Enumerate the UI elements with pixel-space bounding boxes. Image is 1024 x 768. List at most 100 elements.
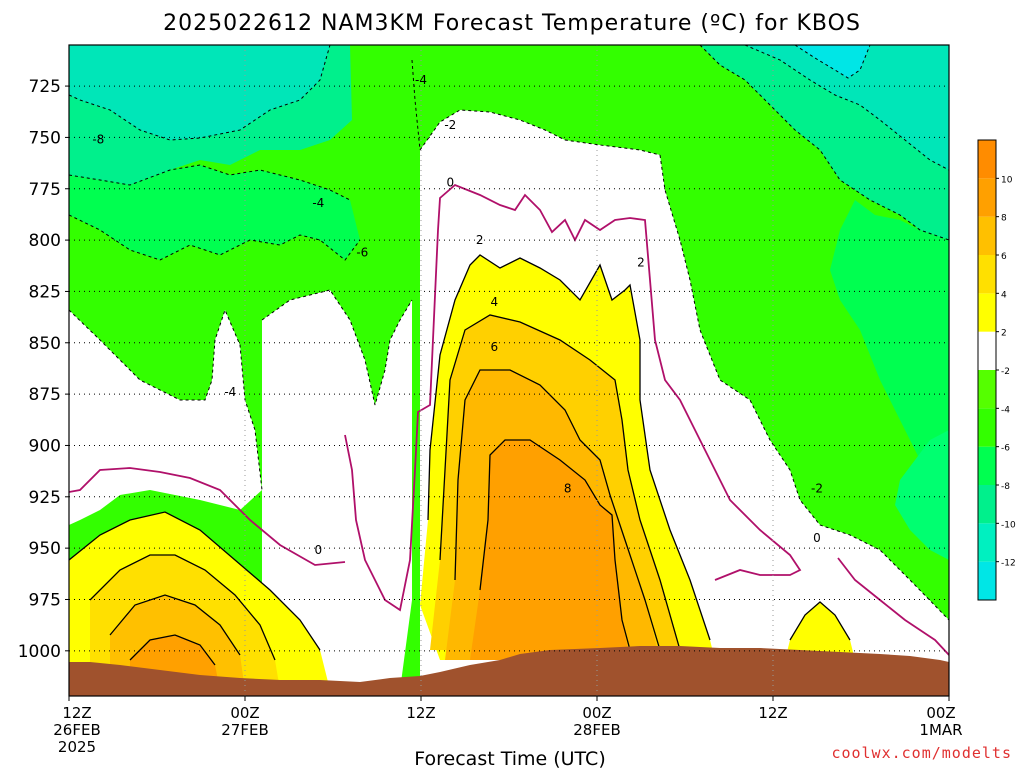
contour-label: 0 (315, 543, 323, 557)
band-above-8-center (470, 440, 630, 660)
colorbar-swatch (978, 523, 996, 562)
contour-8-center (479, 439, 631, 651)
contour-minus4-center (411, 59, 421, 151)
contour-label: -2 (811, 482, 823, 496)
x-tick-label: 12Z (758, 704, 787, 722)
contour-minus2-left (69, 308, 263, 491)
x-tick-label: 2025 (58, 738, 96, 756)
colorbar-tick-label: -2 (1001, 367, 1010, 377)
y-tick-label: 800 (29, 231, 61, 251)
y-tick-label: 775 (29, 180, 61, 200)
zero-contour-mid (344, 183, 802, 612)
x-tick-label: 26FEB (53, 721, 100, 739)
contour-label: -4 (224, 385, 236, 399)
x-tick-label: 28FEB (573, 721, 620, 739)
chart-title: 2025022612 NAM3KM Forecast Temperature (… (163, 11, 861, 36)
contour-8-left (129, 634, 216, 666)
y-tick-label: 750 (29, 128, 61, 148)
band-minus10-left (69, 45, 330, 140)
x-tick-label: 1MAR (919, 721, 962, 739)
positive-contour-lines (69, 254, 851, 666)
x-tick-label: 00Z (230, 704, 259, 722)
contour-labels: -8 -4 -2 -4 -6 -4 0 2 2 4 6 8 0 -2 0 (92, 73, 823, 557)
colorbar-tick-label: 2 (1001, 329, 1007, 339)
colorbar: -12 -10 -8 -6 -4 -2 2 4 6 8 10 (977, 139, 1016, 601)
colorbar-swatch (978, 370, 996, 409)
contour-label: -6 (356, 245, 368, 259)
contour-label: -2 (444, 118, 456, 132)
colorbar-tick-label: 10 (1001, 175, 1013, 185)
colorbar-swatch (978, 178, 996, 217)
x-tick-label: 12Z (62, 704, 91, 722)
colorbar-tick-label: -8 (1001, 482, 1010, 492)
contour-label: 2 (476, 233, 484, 247)
band-minus6-right (830, 200, 949, 500)
contour-minus8-right (794, 45, 871, 79)
colorbar-tick-label: 8 (1001, 214, 1007, 224)
x-tick-label: 00Z (582, 704, 611, 722)
contour-label: 6 (491, 340, 499, 354)
colorbar-swatch (978, 331, 996, 370)
band-above-minus2-left (69, 310, 262, 525)
negative-contour-lines (69, 45, 949, 621)
terrain (69, 646, 949, 696)
y-tick-label: 1000 (18, 642, 61, 662)
band-minus12-right (795, 45, 870, 78)
colorbar-swatch (978, 408, 996, 447)
grid (69, 45, 949, 696)
zero-contour-left (69, 467, 346, 566)
contour-label: 2 (637, 256, 645, 270)
colorbar-tick-label: -4 (1001, 405, 1010, 415)
x-tick-label: 12Z (406, 704, 435, 722)
contour-label: -4 (415, 73, 427, 87)
contour-minus2-mid (261, 289, 413, 406)
contour-minus8-left (69, 45, 331, 141)
contour-label: -8 (92, 133, 104, 147)
colorbar-swatch (978, 485, 996, 524)
contour-label: 8 (564, 482, 572, 496)
colorbar-swatch (978, 293, 996, 332)
zero-contour-lines (69, 183, 949, 656)
band-above-2-right (785, 602, 855, 660)
contour-2-right (789, 601, 851, 641)
colorbar-tick-label: 6 (1001, 252, 1007, 262)
y-tick-label: 825 (29, 282, 61, 302)
contour-label: -4 (312, 196, 324, 210)
contour-label: 4 (491, 295, 499, 309)
y-tick-label: 950 (29, 539, 61, 559)
x-tick-label: 00Z (926, 704, 955, 722)
y-tick-label: 925 (29, 488, 61, 508)
y-tick-label: 975 (29, 590, 61, 610)
contour-6-left (109, 594, 241, 656)
contour-minus6-left (69, 164, 351, 201)
colorbar-tick-label: -12 (1001, 559, 1016, 569)
y-tick-label: 850 (29, 334, 61, 354)
contour-minus2-right (659, 154, 949, 621)
y-tick-label: 725 (29, 77, 61, 97)
x-tick-label: 27FEB (221, 721, 268, 739)
colorbar-swatch (978, 561, 996, 600)
contour-minus2-center (419, 109, 661, 156)
band-minus10-right (745, 45, 949, 170)
contour-minus6-right (744, 45, 949, 171)
x-axis-label: Forecast Time (UTC) (414, 748, 605, 768)
band-above-minus2-mid (262, 290, 412, 690)
y-tick-label: 875 (29, 385, 61, 405)
band-minus8-mid (69, 165, 360, 260)
y-axis: 725 750 775 800 825 850 875 900 925 950 975 1000 (18, 77, 69, 662)
plot-area (69, 45, 949, 696)
plot-frame (68, 44, 950, 697)
credit-text: coolwx.com/modelts (831, 744, 1012, 762)
colorbar-tick-label: -6 (1001, 444, 1010, 454)
contour-label: 0 (813, 531, 821, 545)
y-tick-label: 900 (29, 436, 61, 456)
contour-2-left (69, 511, 321, 651)
contour-2-center (427, 254, 711, 641)
colorbar-tick-label: 4 (1001, 290, 1007, 300)
band-minus6-right-lower (895, 430, 949, 560)
colorbar-swatch (978, 140, 996, 179)
zero-contour-right (837, 557, 949, 656)
colorbar-swatch (978, 216, 996, 255)
colorbar-swatch (978, 446, 996, 485)
